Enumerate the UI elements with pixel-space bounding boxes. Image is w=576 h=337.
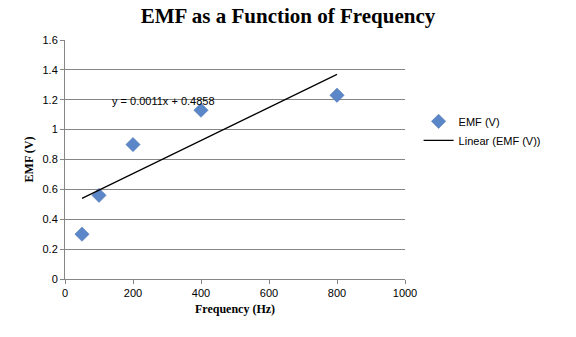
svg-text:1000: 1000 (393, 287, 417, 299)
svg-text:y = 0.0011x + 0.4858: y = 0.0011x + 0.4858 (112, 95, 215, 107)
svg-text:0: 0 (52, 273, 58, 285)
svg-text:0.6: 0.6 (43, 183, 58, 195)
svg-text:600: 600 (260, 287, 278, 299)
svg-text:1: 1 (52, 123, 58, 135)
svg-text:0.4: 0.4 (43, 213, 58, 225)
svg-text:400: 400 (192, 287, 210, 299)
svg-text:1.4: 1.4 (43, 64, 58, 76)
svg-text:Frequency (Hz): Frequency (Hz) (195, 302, 275, 316)
svg-text:EMF as a Function of Frequency: EMF as a Function of Frequency (141, 4, 436, 28)
svg-text:0.8: 0.8 (43, 153, 58, 165)
svg-text:Linear (EMF (V)): Linear (EMF (V)) (459, 135, 541, 147)
svg-text:1.6: 1.6 (43, 34, 58, 46)
svg-text:800: 800 (328, 287, 346, 299)
svg-text:EMF (V): EMF (V) (459, 116, 500, 128)
svg-text:1.2: 1.2 (43, 94, 58, 106)
svg-text:200: 200 (124, 287, 142, 299)
svg-text:EMF (V): EMF (V) (22, 137, 36, 183)
svg-text:0: 0 (62, 287, 68, 299)
svg-text:0.2: 0.2 (43, 243, 58, 255)
